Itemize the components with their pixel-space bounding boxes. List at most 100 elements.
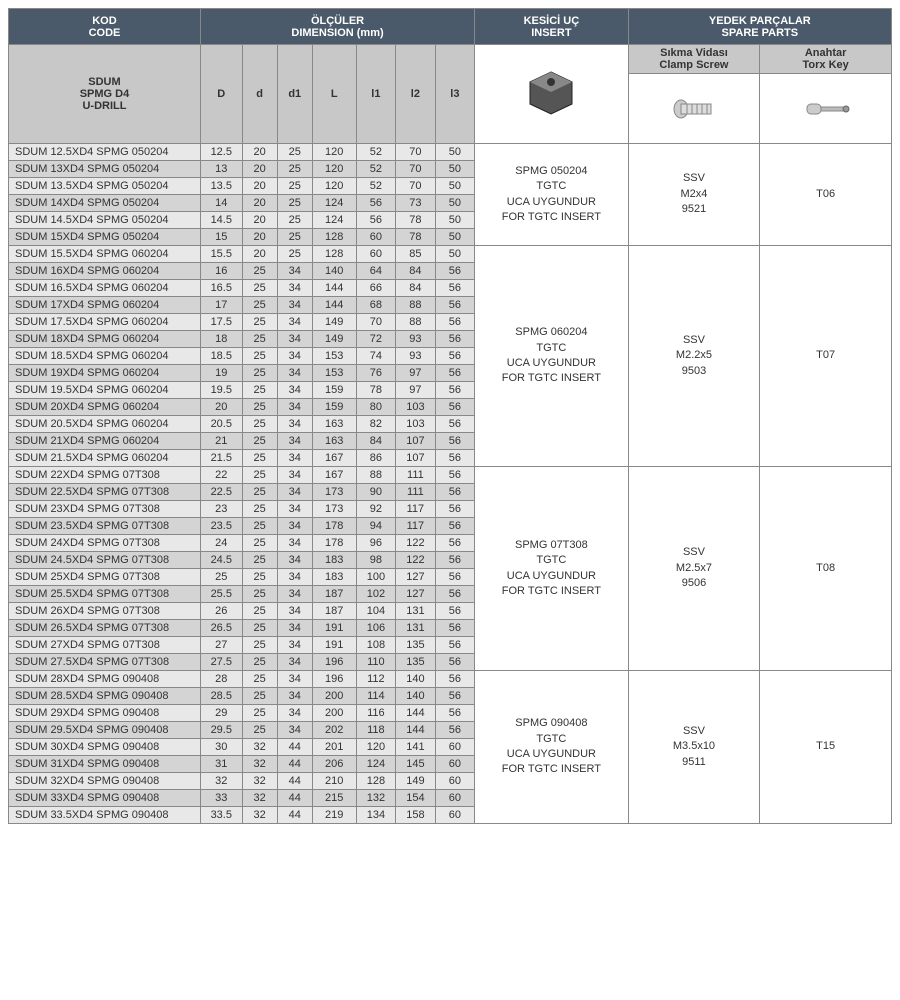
insert-spec: SPMG 050204TGTCUCA UYGUNDURFOR TGTC INSE… [475,144,629,246]
cell-code: SDUM 28XD4 SPMG 090408 [9,671,201,688]
cell-l2: 103 [396,399,435,416]
cell-l3: 56 [435,501,474,518]
cell-d: 25 [242,671,277,688]
cell-d: 25 [242,688,277,705]
cell-l1: 68 [356,297,395,314]
header-row-2: SDUM SPMG D4 U-DRILL D d d1 L l1 l2 l3 S… [9,45,892,74]
cell-L: 149 [312,331,356,348]
cell-l2: 73 [396,195,435,212]
cell-code: SDUM 33.5XD4 SPMG 090408 [9,807,201,824]
cell-D: 27 [200,637,242,654]
cell-code: SDUM 18.5XD4 SPMG 060204 [9,348,201,365]
cell-l2: 131 [396,620,435,637]
table-row: SDUM 12.5XD4 SPMG 05020412.5202512052705… [9,144,892,161]
cell-l2: 111 [396,467,435,484]
col-l3: l3 [435,45,474,144]
cell-l2: 70 [396,144,435,161]
cell-code: SDUM 22.5XD4 SPMG 07T308 [9,484,201,501]
cell-l3: 56 [435,586,474,603]
cell-l2: 141 [396,739,435,756]
cell-D: 32 [200,773,242,790]
cell-D: 18.5 [200,348,242,365]
cell-d1: 25 [277,161,312,178]
hdr-torx: AnahtarTorx Key [760,45,892,74]
cell-d1: 25 [277,246,312,263]
cell-l1: 100 [356,569,395,586]
cell-l1: 60 [356,246,395,263]
cell-d: 25 [242,263,277,280]
cell-l2: 131 [396,603,435,620]
cell-D: 16 [200,263,242,280]
cell-d: 25 [242,586,277,603]
cell-l3: 56 [435,484,474,501]
table-row: SDUM 28XD4 SPMG 09040828253419611214056S… [9,671,892,688]
cell-d1: 34 [277,620,312,637]
cell-L: 219 [312,807,356,824]
cell-L: 159 [312,399,356,416]
cell-l2: 117 [396,501,435,518]
cell-l2: 93 [396,348,435,365]
cell-d1: 34 [277,569,312,586]
insert-spec: SPMG 060204TGTCUCA UYGUNDURFOR TGTC INSE… [475,246,629,467]
cell-d: 25 [242,722,277,739]
cell-code: SDUM 13XD4 SPMG 050204 [9,161,201,178]
cell-code: SDUM 14XD4 SPMG 050204 [9,195,201,212]
cell-l1: 82 [356,416,395,433]
cell-d: 20 [242,195,277,212]
cell-code: SDUM 16.5XD4 SPMG 060204 [9,280,201,297]
cell-d1: 34 [277,603,312,620]
cell-l3: 50 [435,246,474,263]
cell-L: 153 [312,348,356,365]
cell-code: SDUM 19XD4 SPMG 060204 [9,365,201,382]
cell-L: 202 [312,722,356,739]
cell-l1: 120 [356,739,395,756]
cell-l3: 56 [435,688,474,705]
cell-l3: 50 [435,195,474,212]
cell-l3: 56 [435,365,474,382]
col-d: d [242,45,277,144]
cell-l3: 60 [435,773,474,790]
cell-l1: 90 [356,484,395,501]
cell-d1: 34 [277,467,312,484]
cell-l1: 94 [356,518,395,535]
cell-d: 20 [242,229,277,246]
cell-l1: 96 [356,535,395,552]
cell-d: 25 [242,654,277,671]
cell-D: 16.5 [200,280,242,297]
cell-L: 200 [312,688,356,705]
cell-L: 191 [312,620,356,637]
cell-l2: 117 [396,518,435,535]
cell-code: SDUM 25XD4 SPMG 07T308 [9,569,201,586]
cell-d1: 34 [277,518,312,535]
cell-L: 140 [312,263,356,280]
cell-l1: 52 [356,161,395,178]
cell-code: SDUM 25.5XD4 SPMG 07T308 [9,586,201,603]
cell-l3: 56 [435,722,474,739]
cell-d: 25 [242,705,277,722]
cell-L: 187 [312,603,356,620]
cell-l3: 56 [435,654,474,671]
cell-d1: 34 [277,722,312,739]
cell-l1: 132 [356,790,395,807]
cell-D: 33.5 [200,807,242,824]
cell-L: 210 [312,773,356,790]
cell-l1: 92 [356,501,395,518]
cell-d: 32 [242,773,277,790]
cell-l2: 154 [396,790,435,807]
cell-l3: 50 [435,144,474,161]
cell-L: 173 [312,484,356,501]
cell-l1: 88 [356,467,395,484]
cell-D: 20.5 [200,416,242,433]
torx-spec: T08 [760,467,892,671]
cell-code: SDUM 31XD4 SPMG 090408 [9,756,201,773]
hdr-insert: KESİCİ UÇINSERT [475,9,629,45]
torx-spec: T07 [760,246,892,467]
cell-code: SDUM 33XD4 SPMG 090408 [9,790,201,807]
cell-l2: 78 [396,229,435,246]
cell-L: 196 [312,671,356,688]
cell-L: 215 [312,790,356,807]
code-subheader: SDUM SPMG D4 U-DRILL [9,45,201,144]
cell-L: 206 [312,756,356,773]
cell-l3: 56 [435,705,474,722]
cell-L: 173 [312,501,356,518]
